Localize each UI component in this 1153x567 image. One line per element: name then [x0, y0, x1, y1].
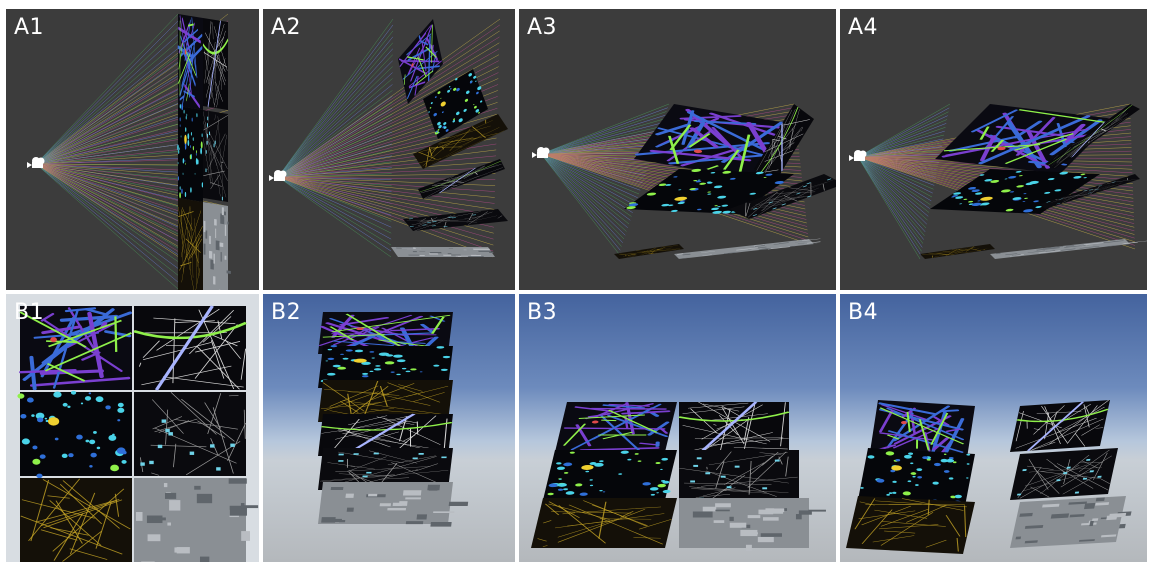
map-layer-night	[920, 243, 995, 260]
map-layer-icons	[679, 450, 799, 500]
panel-b2: B2	[263, 294, 515, 562]
map-layer-street	[19, 306, 133, 391]
panel-label: B3	[527, 300, 558, 325]
map-layer-icons	[1040, 173, 1141, 210]
map-layer-sat	[990, 238, 1147, 260]
map-layer-night	[413, 113, 509, 170]
map-layer-street	[554, 402, 678, 453]
map-layer-night	[317, 380, 453, 423]
ray-bundle	[277, 18, 501, 258]
b3-scene	[530, 401, 826, 551]
map-layer-sat	[391, 247, 496, 258]
panel-label: A2	[271, 15, 302, 40]
panel-a1: A1	[6, 9, 259, 290]
map-layer-heat	[930, 168, 1101, 215]
panel-label: A4	[848, 15, 879, 40]
map-layer-street	[869, 400, 976, 458]
panel-label: B4	[848, 300, 879, 325]
map-layer-icons	[317, 448, 453, 491]
map-layer-street	[177, 14, 203, 111]
b4-scene	[845, 399, 1132, 554]
map-layer-sat	[203, 202, 231, 290]
map-layer-heat	[423, 68, 489, 140]
map-layer-street	[317, 312, 453, 355]
map-layer-road	[202, 18, 229, 110]
map-layer-road	[133, 305, 247, 391]
panel-b4: B4	[840, 294, 1147, 562]
map-layer-icons	[202, 110, 228, 202]
panel-label: B2	[271, 300, 302, 325]
map-layer-night	[530, 498, 678, 548]
panel-a2: A2	[263, 9, 515, 290]
camera-icon	[532, 147, 550, 158]
map-layer-night	[845, 496, 976, 554]
b1-scene	[17, 305, 259, 562]
map-layer-icons	[1009, 447, 1119, 501]
panel-a3: A3	[519, 9, 836, 290]
map-layer-heat	[17, 390, 132, 479]
map-layer-heat	[542, 450, 678, 502]
map-layer-heat	[177, 103, 204, 203]
panel-b1: B1	[6, 294, 259, 562]
map-layer-night	[20, 478, 132, 562]
map-layer-night	[177, 198, 203, 290]
panel-b3: B3	[519, 294, 836, 562]
a4-scene	[849, 103, 1147, 260]
map-layer-sat	[674, 238, 821, 260]
map-layer-road	[754, 103, 815, 185]
map-layer-street	[398, 18, 444, 105]
camera-icon	[269, 170, 287, 181]
camera-icon	[849, 150, 867, 161]
map-layer-road	[678, 401, 790, 453]
map-layer-icons	[134, 392, 247, 476]
map-layer-road	[1045, 103, 1141, 170]
panel-label: A1	[14, 15, 45, 40]
map-layer-sat	[317, 482, 469, 527]
map-layer-sat	[679, 498, 826, 551]
a1-scene	[27, 13, 231, 290]
camera-icon	[27, 157, 45, 168]
map-layer-sat	[134, 478, 259, 562]
panel-label: A3	[527, 15, 558, 40]
map-layer-night	[614, 243, 685, 260]
map-layer-road	[1009, 399, 1111, 453]
b2-scene	[317, 312, 469, 527]
map-layer-icons	[403, 208, 509, 232]
map-layer-sat	[1009, 495, 1132, 549]
a2-scene	[269, 18, 509, 258]
panel-a4: A4	[840, 9, 1147, 290]
a3-scene	[532, 103, 836, 260]
panel-label: B1	[14, 300, 45, 325]
map-layer-icons	[729, 173, 836, 220]
map-layer-road	[418, 158, 505, 200]
